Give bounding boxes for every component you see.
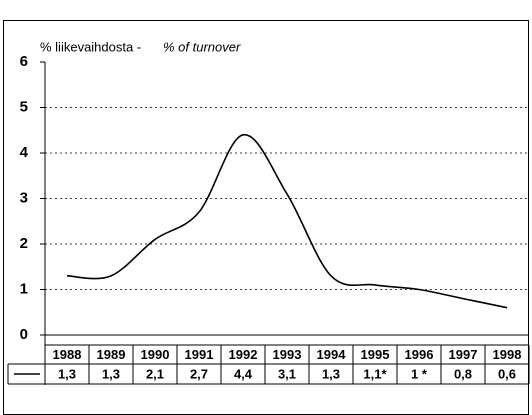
- x-tick-label: 1998: [493, 347, 522, 362]
- data-label: 1,3: [102, 366, 120, 381]
- x-tick-label: 1995: [361, 347, 390, 362]
- data-label: 1,3: [322, 366, 340, 381]
- x-tick-label: 1994: [317, 347, 347, 362]
- data-label: 0,8: [454, 366, 472, 381]
- x-tick-label: 1991: [185, 347, 214, 362]
- y-tick-label: 1: [20, 280, 28, 297]
- x-tick-label: 1989: [97, 347, 126, 362]
- y-tick-label: 4: [20, 144, 29, 161]
- data-label: 2,7: [190, 366, 208, 381]
- y-tick-label: 2: [20, 235, 28, 252]
- data-label: 0,6: [498, 366, 516, 381]
- y-tick-label: 0: [20, 326, 28, 343]
- x-tick-label: 1993: [273, 347, 302, 362]
- data-label: 1 *: [411, 366, 428, 381]
- y-tick-label: 6: [20, 53, 28, 70]
- x-tick-label: 1990: [141, 347, 170, 362]
- x-tick-label: 1992: [229, 347, 258, 362]
- line: [66, 133, 508, 309]
- y-tick-label: 3: [20, 189, 28, 206]
- data-label: 1,3: [58, 366, 76, 381]
- x-tick-label: 1996: [405, 347, 434, 362]
- chart-title: % liikevaihdosta -: [40, 39, 141, 54]
- x-tick-label: 1997: [449, 347, 478, 362]
- data-label: 3,1: [278, 366, 296, 381]
- x-tick-label: 1988: [53, 347, 82, 362]
- data-label: 1,1*: [363, 366, 387, 381]
- data-label: 2,1: [146, 366, 164, 381]
- chart-subtitle: % of turnover: [163, 39, 241, 54]
- y-tick-label: 5: [20, 98, 28, 115]
- data-label: 4,4: [234, 366, 253, 381]
